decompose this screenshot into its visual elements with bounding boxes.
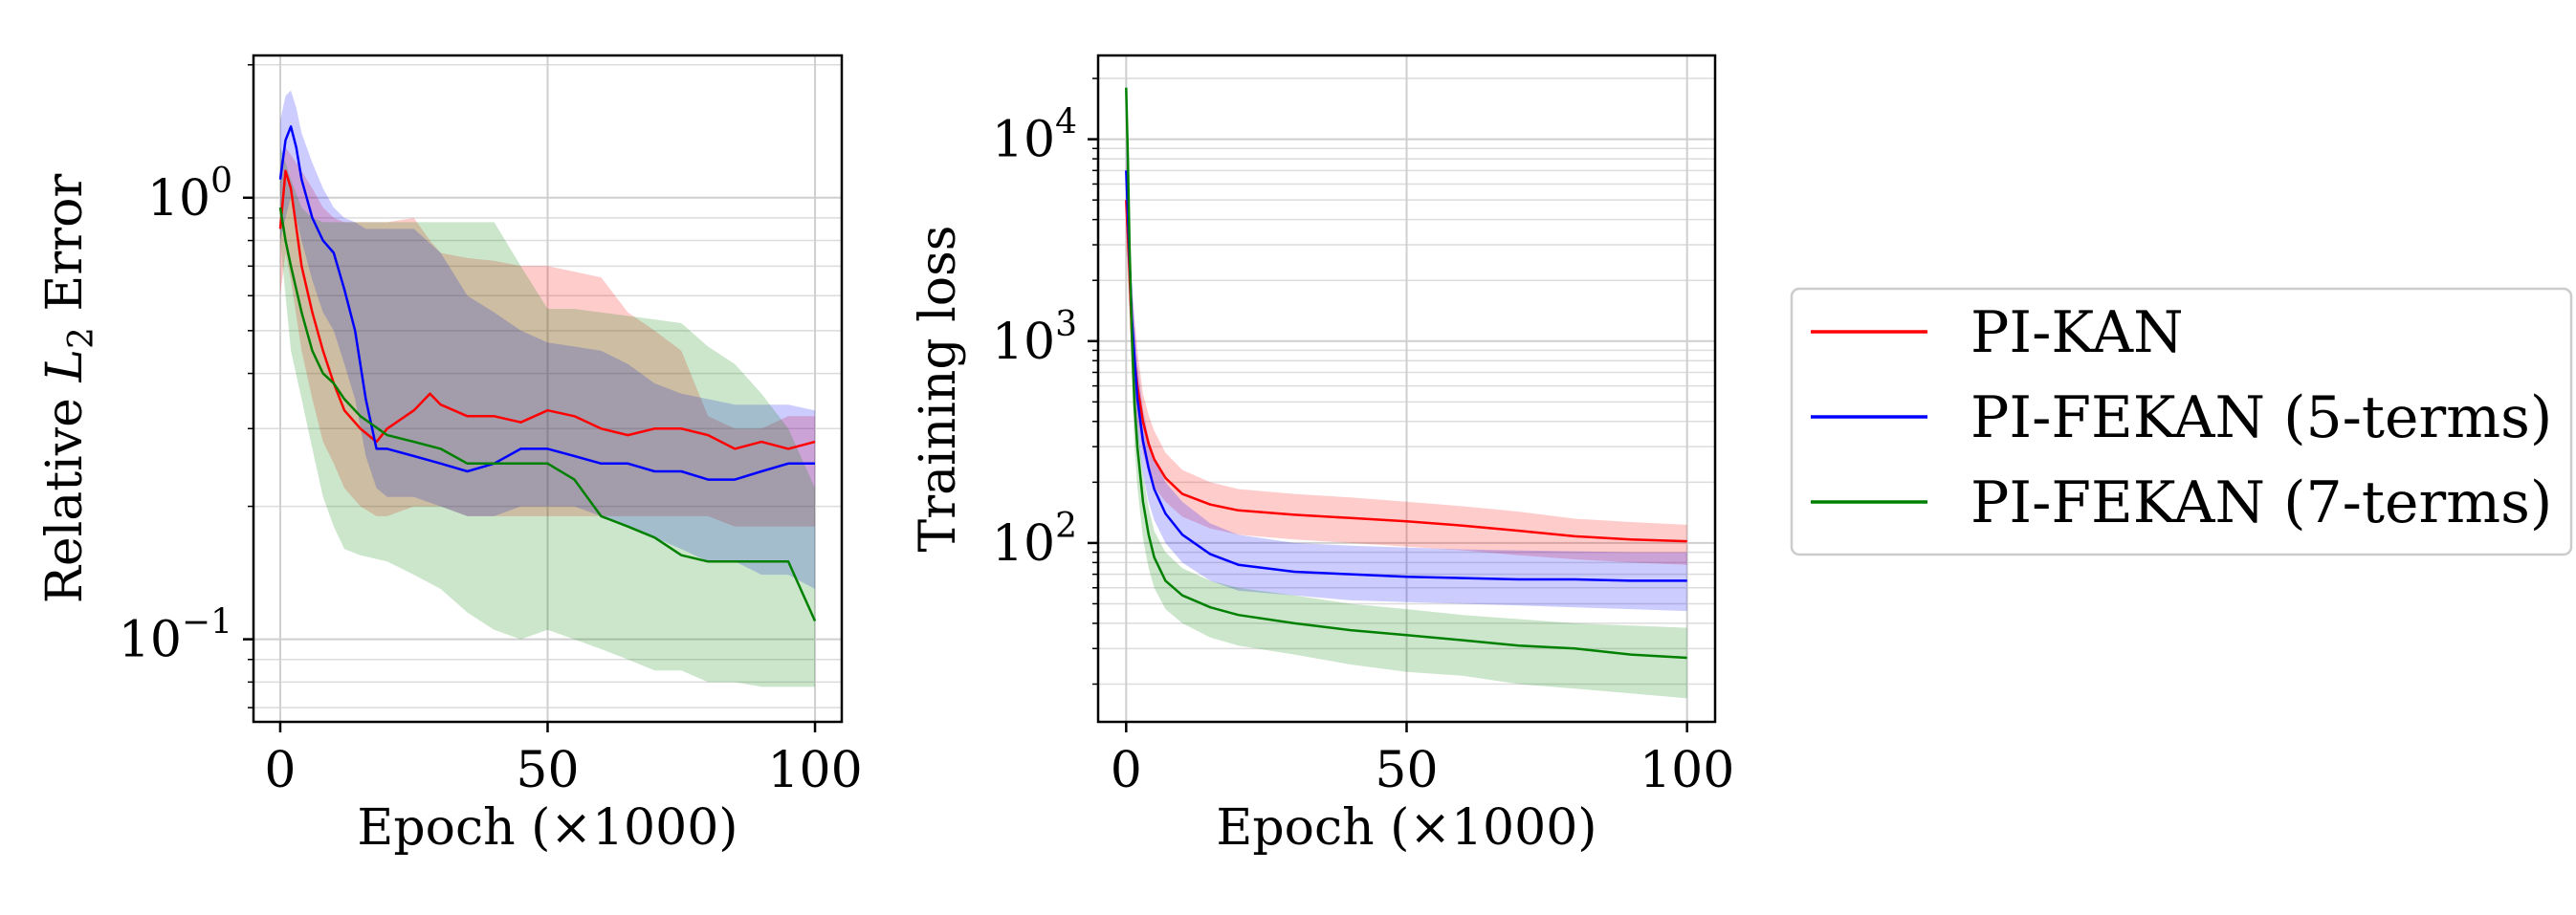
y-tick-label: 104: [992, 103, 1077, 169]
grid-lines: [253, 55, 842, 722]
series-line: [278, 207, 817, 622]
y-axis-label: Training loss: [910, 226, 967, 553]
y-tick-label: 103: [992, 305, 1077, 371]
x-tick-label: 0: [1111, 742, 1142, 799]
series-lines: [1125, 87, 1687, 660]
confidence-band: [1126, 78, 1687, 699]
confidence-bands: [1126, 78, 1687, 699]
y-axis-label: Relative L2 Error: [36, 174, 101, 604]
series-line: [278, 169, 816, 450]
relative-l2-error-chart: 10−1 100 0 50 100 Epoch (×1000) Relative L2 …: [36, 54, 863, 857]
legend-label: PI-KAN: [1971, 299, 2184, 366]
axis-ticks: 10−1 100 0 50 100: [119, 64, 863, 799]
x-axis-label: Epoch (×1000): [1216, 799, 1596, 857]
series-line: [1125, 87, 1687, 660]
x-axis-label: Epoch (×1000): [357, 799, 738, 857]
y-tick-label: 100: [147, 162, 232, 228]
grid-lines: [1098, 55, 1715, 722]
confidence-band: [1126, 159, 1687, 565]
x-tick-label: 100: [1640, 742, 1734, 799]
confidence-band: [1126, 139, 1687, 612]
series-lines: [278, 125, 817, 622]
series-line: [1125, 170, 1687, 582]
legend-label: PI-FEKAN (5-terms): [1971, 384, 2552, 451]
confidence-bands: [280, 90, 815, 687]
legend-box: [1790, 287, 2573, 556]
series-line: [278, 125, 815, 481]
x-tick-label: 50: [516, 742, 579, 799]
legend: PI-KAN PI-FEKAN (5-terms) PI-FEKAN (7-term…: [1790, 287, 2573, 556]
training-loss-chart: 102 103 104 0 50 100 Epoch (×1000) Training l…: [910, 54, 1734, 857]
confidence-band: [280, 90, 815, 590]
y-axis-label-subscript: 2: [62, 327, 101, 349]
confidence-band: [280, 147, 815, 687]
legend-entries: PI-KAN PI-FEKAN (5-terms) PI-FEKAN (7-term…: [1811, 299, 2552, 536]
axis-ticks: 102 103 104 0 50 100: [992, 77, 1734, 799]
legend-label: PI-FEKAN (7-terms): [1971, 469, 2552, 536]
y-tick-label: 102: [992, 507, 1077, 573]
y-axis-label-post: Error: [36, 174, 94, 328]
x-tick-label: 50: [1375, 742, 1438, 799]
y-axis-label-symbol: L: [36, 349, 94, 383]
y-tick-label: 10−1: [119, 603, 232, 669]
x-tick-label: 0: [264, 742, 296, 799]
x-tick-label: 100: [767, 742, 862, 799]
confidence-band: [280, 147, 815, 527]
y-axis-label-pre: Relative: [36, 382, 94, 604]
